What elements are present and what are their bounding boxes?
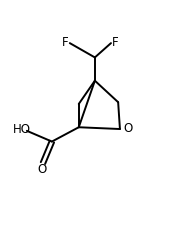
Text: F: F	[112, 36, 119, 49]
Text: F: F	[62, 36, 69, 49]
Text: O: O	[37, 163, 47, 176]
Text: HO: HO	[13, 123, 30, 137]
Text: O: O	[123, 122, 133, 135]
